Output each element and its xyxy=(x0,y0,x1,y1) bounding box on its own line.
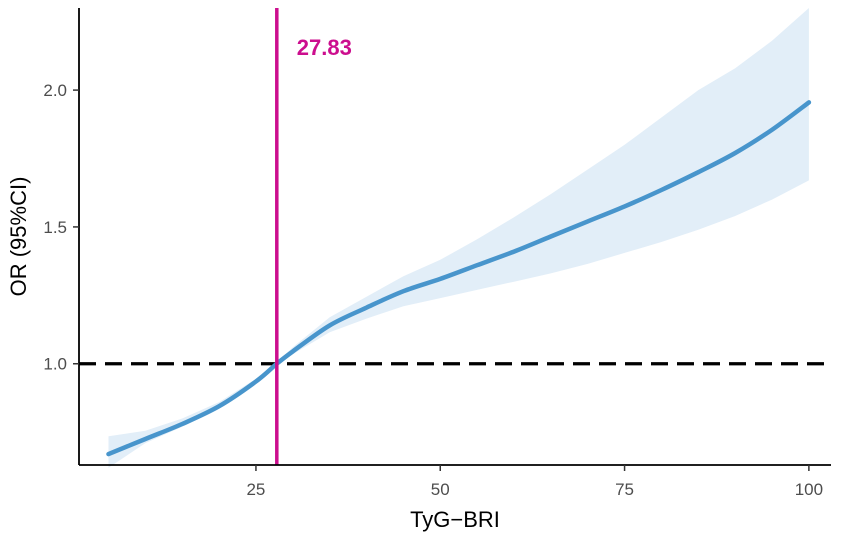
y-tick-label: 1.0 xyxy=(43,355,67,374)
y-tick-label: 2.0 xyxy=(43,81,67,100)
cutoff-label: 27.83 xyxy=(297,35,352,60)
x-tick-label: 100 xyxy=(795,480,823,499)
plot-area: 27.83 xyxy=(79,8,831,468)
y-tick-label: 1.5 xyxy=(43,218,67,237)
x-tick-label: 25 xyxy=(246,480,265,499)
y-axis-title: OR (95%CI) xyxy=(6,177,31,297)
axes: 25 50 75 100 1.0 1.5 2.0 TyG−BRI OR (95%CI) xyxy=(6,8,831,532)
x-tick-label: 75 xyxy=(615,480,634,499)
x-axis-title: TyG−BRI xyxy=(410,507,500,532)
confidence-band xyxy=(108,8,809,468)
or-curve-line xyxy=(106,100,812,457)
x-tick-label: 50 xyxy=(431,480,450,499)
